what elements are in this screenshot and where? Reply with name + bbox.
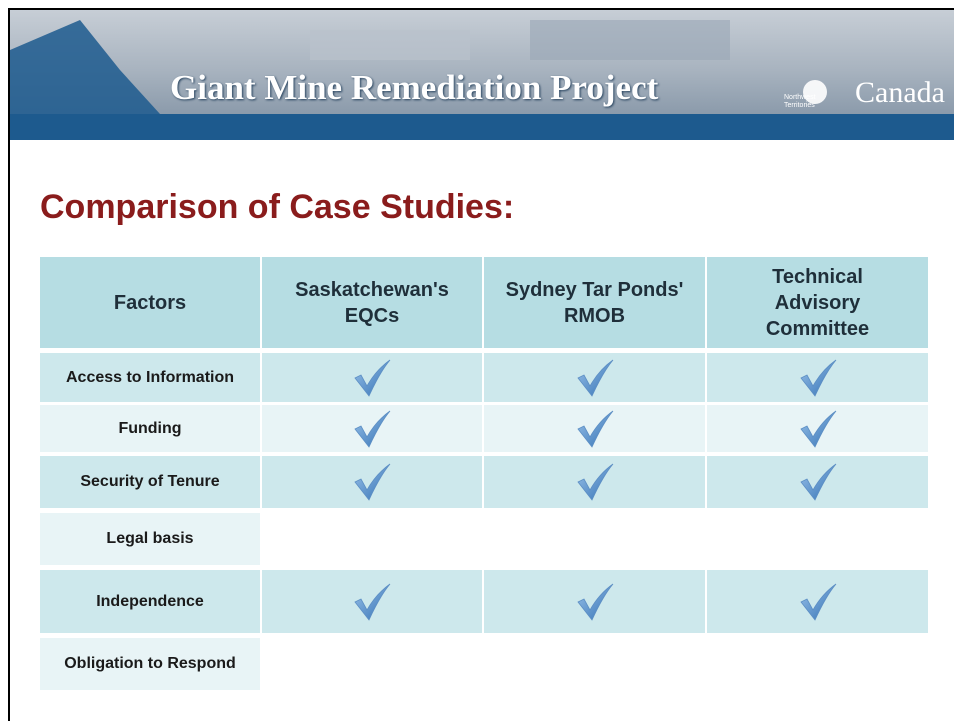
banner <box>10 10 954 140</box>
check-cell <box>484 353 705 402</box>
check-cell <box>262 513 482 565</box>
country-wordmark: Canada <box>855 76 945 109</box>
checkmark <box>799 463 836 501</box>
territory-logo: Northwest Territories <box>784 94 816 109</box>
checkmark <box>799 359 836 397</box>
checkmark <box>354 359 391 397</box>
check-cell <box>707 405 928 452</box>
checkmark <box>576 410 613 448</box>
checkmark <box>799 410 836 448</box>
checkmark <box>354 583 391 621</box>
check-cell <box>262 456 482 508</box>
checkmark <box>576 463 613 501</box>
frame <box>8 8 954 721</box>
checkmark <box>799 583 836 621</box>
column-header: Factors <box>40 257 260 348</box>
check-cell <box>262 353 482 402</box>
factor-cell: Obligation to Respond <box>40 638 260 690</box>
banner-title: Giant Mine Remediation Project <box>170 68 659 107</box>
check-cell <box>707 513 928 565</box>
factor-cell: Access to Information <box>40 353 260 402</box>
heading: Comparison of Case Studies: <box>40 188 515 226</box>
check-cell <box>707 638 928 690</box>
check-cell <box>707 456 928 508</box>
check-cell <box>707 570 928 633</box>
check-cell <box>484 570 705 633</box>
check-cell <box>262 570 482 633</box>
factor-cell: Independence <box>40 570 260 633</box>
checkmark <box>576 359 613 397</box>
check-cell <box>484 456 705 508</box>
checkmark <box>354 410 391 448</box>
column-header: Saskatchewan's EQCs <box>262 257 482 348</box>
check-cell <box>484 513 705 565</box>
checkmark <box>576 583 613 621</box>
factor-cell: Funding <box>40 405 260 452</box>
check-cell <box>262 405 482 452</box>
check-cell <box>484 638 705 690</box>
factor-cell: Legal basis <box>40 513 260 565</box>
check-cell <box>707 353 928 402</box>
check-cell <box>262 638 482 690</box>
check-cell <box>484 405 705 452</box>
checkmark <box>354 463 391 501</box>
banner-stripe <box>10 114 954 140</box>
factor-cell: Security of Tenure <box>40 456 260 508</box>
column-header: Sydney Tar Ponds' RMOB <box>484 257 705 348</box>
column-header: Technical Advisory Committee <box>707 257 928 348</box>
